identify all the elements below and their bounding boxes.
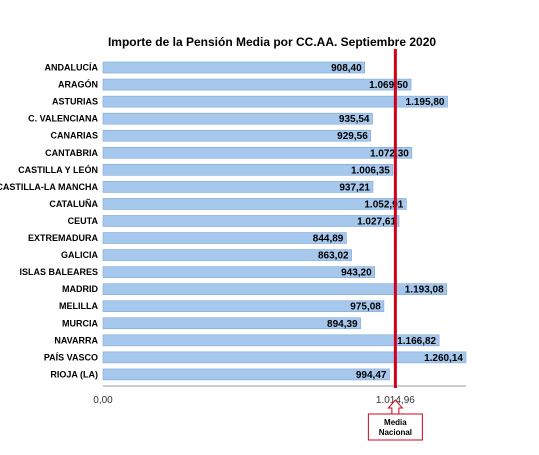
value-label: 1.027,61 [357,216,396,227]
category-label: CEUTA [68,216,99,226]
category-label: ISLAS BALEARES [19,267,98,277]
category-label: MELILLA [59,301,98,311]
x-axis-ticks: 0,001.014,96 [93,395,415,406]
value-label: 1.069,50 [369,80,408,91]
category-labels: ANDALUCÍA ARAGÓN ASTURIAS C. VALENCIANA CANA… [0,63,99,380]
value-label: 844,89 [313,234,344,245]
category-label: ASTURIAS [52,97,98,107]
category-label: ARAGÓN [58,79,98,90]
bar-2 [102,95,448,108]
chart-title: Importe de la Pensión Media por CC.AA. S… [108,35,436,49]
category-label: MADRID [62,284,98,294]
category-label: CANARIAS [50,131,98,141]
value-label: 975,08 [350,302,381,313]
bar-9 [102,215,400,227]
value-label: 937,21 [339,182,370,193]
bar-3 [102,112,373,125]
value-label: 994,47 [356,370,387,381]
value-label: 943,20 [341,268,372,279]
category-label: GALICIA [61,250,98,260]
category-label: RIOJA (LA) [50,369,98,379]
value-label: 929,56 [337,131,368,142]
value-label: 935,54 [339,114,370,125]
value-label: 894,39 [327,319,358,330]
bar-4 [102,129,372,142]
bar-6 [102,164,394,176]
tick-label: 0,00 [93,395,113,406]
category-label: MURCIA [62,318,98,328]
bar-14 [102,300,385,313]
media-nacional-callout: Media Nacional [367,399,423,441]
bar-10 [102,232,347,244]
value-label: 1.195,80 [406,97,445,108]
value-label: 1.052,91 [364,199,403,210]
value-label: 1.006,35 [351,165,390,176]
value-label: 863,02 [318,251,349,262]
value-label: 908,40 [331,63,362,74]
callout-line2: Nacional [379,428,412,437]
bar-16 [102,334,440,347]
category-label: CATALUÑA [49,199,98,209]
value-label: 1.072,30 [370,148,409,159]
category-label: C. VALENCIANA [28,114,98,124]
bar-7 [102,181,374,193]
bar-1 [102,78,412,91]
callout-box [367,413,423,441]
category-label: PAÍS VASCO [44,352,98,362]
value-label: 1.260,14 [424,353,463,364]
category-label: CANTABRIA [45,148,98,158]
bar-12 [102,266,376,278]
bar-18 [102,368,390,381]
value-label: 1.193,08 [405,285,444,296]
value-labels: 908,40 1.069,50 1.195,80 935,54 929,561.072,… [313,63,464,381]
value-label: 1.166,82 [397,336,436,347]
bar-11 [102,249,352,261]
bar-17 [102,351,467,364]
category-label: CASTILLA-LA MANCHA [0,182,98,192]
category-label: EXTREMADURA [28,233,99,243]
category-label: NAVARRA [54,335,98,345]
category-label: CASTILLA Y LEÓN [18,164,98,175]
callout-line1: Media [384,418,407,427]
bar-5 [102,146,413,159]
bars-group [102,61,467,381]
bar-15 [102,317,361,330]
bar-0 [102,61,365,74]
bar-13 [102,283,447,295]
category-label: ANDALUCÍA [45,63,99,73]
bar-8 [102,198,407,210]
